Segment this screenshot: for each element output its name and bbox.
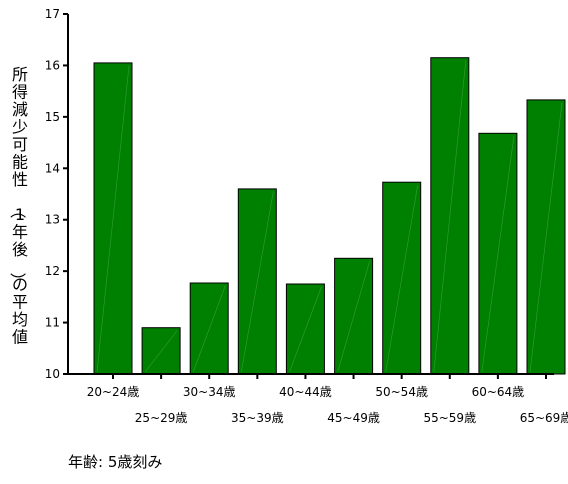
bar-4-highlight [241, 191, 274, 373]
x-tick-label: 65~69歳 [520, 411, 568, 425]
bar-3-highlight [192, 285, 226, 373]
x-tick-label: 60~64歳 [472, 385, 525, 399]
bar-5-highlight [289, 286, 322, 373]
x-tick-label: 35~39歳 [231, 411, 284, 425]
bar-10-highlight [529, 102, 563, 373]
bars [93, 57, 566, 375]
y-ticks: 10 11 12 13 14 15 16 17 [45, 7, 68, 381]
bar-8-highlight [433, 60, 467, 373]
x-tick-label: 30~34歳 [183, 385, 236, 399]
bar-7-highlight [385, 185, 418, 373]
x-tick-label: 50~54歳 [375, 385, 428, 399]
bar-2-highlight [144, 330, 178, 373]
x-tick-label: 45~49歳 [327, 411, 380, 425]
y-tick-label: 17 [45, 7, 60, 21]
x-ticks: 20~24歳 25~29歳 30~34歳 35~39歳 40~44歳 45~49歳 50~5… [87, 374, 568, 425]
y-axis-title-text: 所得減少可能性（1 年後）の平均値 [8, 65, 28, 347]
x-tick-label: 40~44歳 [279, 385, 332, 399]
y-tick-label: 16 [45, 58, 60, 72]
x-tick-label: 25~29歳 [135, 411, 188, 425]
x-tick-label: 55~59歳 [423, 411, 476, 425]
y-tick-label: 10 [45, 367, 60, 381]
y-tick-label: 12 [45, 264, 60, 278]
y-axis-title: 所得減少可能性（1 年後）の平均値 [8, 65, 28, 347]
y-tick-label: 13 [45, 213, 60, 227]
y-tick-label: 15 [45, 110, 60, 124]
x-tick-label: 20~24歳 [87, 385, 140, 399]
bar-1-highlight [96, 65, 130, 373]
y-tick-label: 14 [45, 161, 60, 175]
axes [67, 14, 554, 375]
bar-9-highlight [481, 136, 515, 373]
y-tick-label: 11 [45, 316, 60, 330]
bar-6-highlight [337, 261, 370, 373]
x-axis-title: 年齢: 5歳刻み [68, 453, 162, 471]
